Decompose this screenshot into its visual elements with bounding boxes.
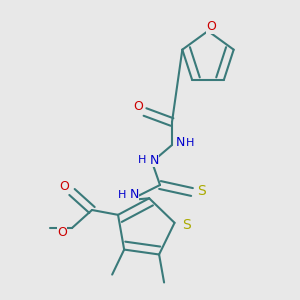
Text: O: O <box>133 100 143 113</box>
Text: N: N <box>149 154 159 166</box>
Text: N: N <box>175 136 185 149</box>
Text: O: O <box>57 226 67 238</box>
Text: N: N <box>129 188 139 202</box>
Text: H: H <box>186 138 194 148</box>
Text: S: S <box>182 218 191 232</box>
Text: H: H <box>118 190 126 200</box>
Text: O: O <box>59 181 69 194</box>
Text: O: O <box>206 20 216 34</box>
Text: H: H <box>138 155 146 165</box>
Text: S: S <box>198 184 206 198</box>
